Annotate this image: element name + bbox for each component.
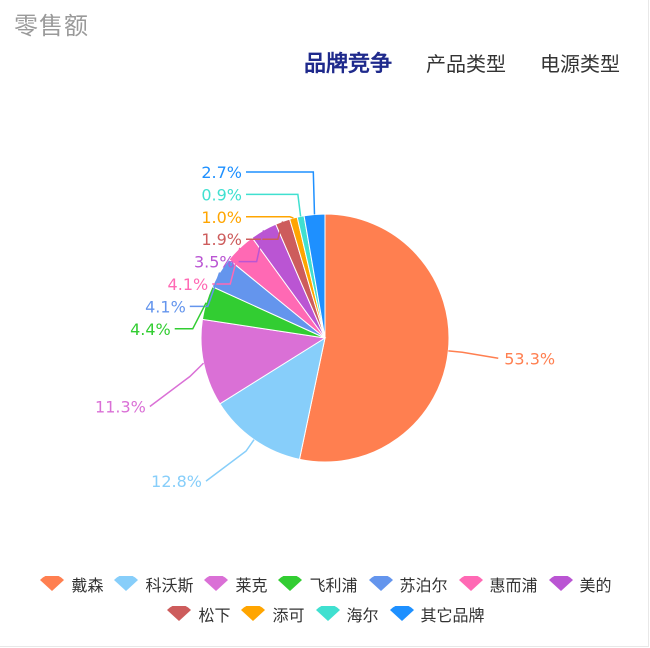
tab-brand-competition[interactable]: 品牌竞争: [303, 52, 392, 77]
legend-item[interactable]: 科沃斯: [112, 572, 193, 596]
legend-label: 苏泊尔: [399, 576, 448, 595]
legend-label: 戴森: [71, 576, 104, 595]
legend-item[interactable]: 海尔: [314, 602, 379, 626]
legend-label: 莱克: [235, 576, 268, 595]
legend-fan-icon: [114, 576, 139, 591]
label-leader-line: [212, 247, 241, 285]
legend-fan-icon: [204, 576, 229, 591]
pie-chart: 53.3% 2.7% 0.9% 1.0% 1.9% 3.5% 4.1% 4.1% 4.4% 11.…: [95, 163, 555, 491]
slice-data-label: 1.9%: [201, 230, 242, 249]
label-leader-line: [246, 171, 316, 215]
legend-fan-icon: [389, 606, 414, 621]
pie-slice[interactable]: [219, 336, 326, 460]
legend-fan-icon: [458, 576, 483, 591]
slice-data-label: 1.0%: [201, 208, 242, 227]
label-leader-line: [189, 272, 221, 308]
legend-fan-icon: [278, 576, 303, 591]
page-title: 零售额: [14, 12, 89, 40]
legend-fan-icon: [548, 576, 573, 591]
legend-label: 美的: [579, 576, 612, 595]
legend-label: 其它品牌: [420, 606, 485, 625]
slice-data-label: 53.3%: [504, 349, 555, 368]
slice-data-label: 12.8%: [151, 472, 202, 491]
legend-label: 飞利浦: [309, 576, 358, 595]
legend: 戴森 科沃斯 莱克 飞利浦 苏泊尔 惠而浦 美的 松下 添可 海尔 其它品牌: [0, 572, 650, 626]
legend-item[interactable]: 戴森: [38, 572, 103, 596]
slice-data-label: 3.5%: [194, 253, 235, 272]
legend-item[interactable]: 松下: [165, 602, 230, 626]
pie-labels: 53.3% 2.7% 0.9% 1.0% 1.9% 3.5% 4.1% 4.1% 4.4% 11.…: [95, 163, 555, 491]
legend-fan-icon: [167, 606, 192, 621]
legend-fan-icon: [40, 576, 65, 591]
legend-row: 松下 添可 海尔 其它品牌: [165, 602, 485, 626]
slice-data-label: 2.7%: [201, 163, 242, 182]
legend-fan-icon: [315, 606, 340, 621]
legend-label: 科沃斯: [145, 576, 194, 595]
label-leader-line: [238, 230, 265, 263]
slice-data-label: 4.4%: [130, 320, 171, 339]
label-leader-line: [246, 193, 302, 217]
slice-data-label: 11.3%: [95, 397, 146, 416]
label-leader-line: [448, 350, 499, 360]
legend-label: 添可: [272, 606, 305, 625]
pie-slice[interactable]: [200, 318, 327, 405]
pie-slice[interactable]: [298, 213, 450, 463]
tab-bar: 品牌竞争 产品类型 电源类型: [304, 46, 620, 78]
pie-slices: [200, 213, 450, 463]
legend-item[interactable]: 添可: [239, 602, 305, 626]
legend-item[interactable]: 莱克: [202, 572, 267, 596]
legend-item[interactable]: 美的: [547, 572, 612, 596]
legend-label: 松下: [198, 606, 231, 625]
legend-item[interactable]: 其它品牌: [388, 602, 485, 626]
legend-fan-icon: [241, 606, 266, 621]
legend-label: 惠而浦: [489, 576, 538, 595]
label-leader-line: [246, 216, 294, 219]
label-leader-line: [174, 302, 207, 330]
tab-product-type[interactable]: 产品类型: [426, 52, 506, 76]
legend-item[interactable]: 苏泊尔: [367, 572, 448, 596]
legend-fan-icon: [368, 576, 393, 591]
legend-item[interactable]: 惠而浦: [457, 572, 538, 596]
legend-row: 戴森 科沃斯 莱克 飞利浦 苏泊尔 惠而浦 美的: [38, 572, 612, 596]
legend-item[interactable]: 飞利浦: [276, 572, 358, 596]
tab-power-type[interactable]: 电源类型: [540, 52, 620, 76]
slice-data-label: 4.1%: [168, 275, 209, 294]
slice-data-label: 4.1%: [145, 297, 186, 316]
legend-label: 海尔: [346, 606, 379, 625]
label-leader-line: [205, 439, 255, 482]
label-leader-line: [246, 221, 284, 240]
slice-data-label: 0.9%: [201, 185, 242, 204]
label-leader-line: [149, 362, 205, 408]
